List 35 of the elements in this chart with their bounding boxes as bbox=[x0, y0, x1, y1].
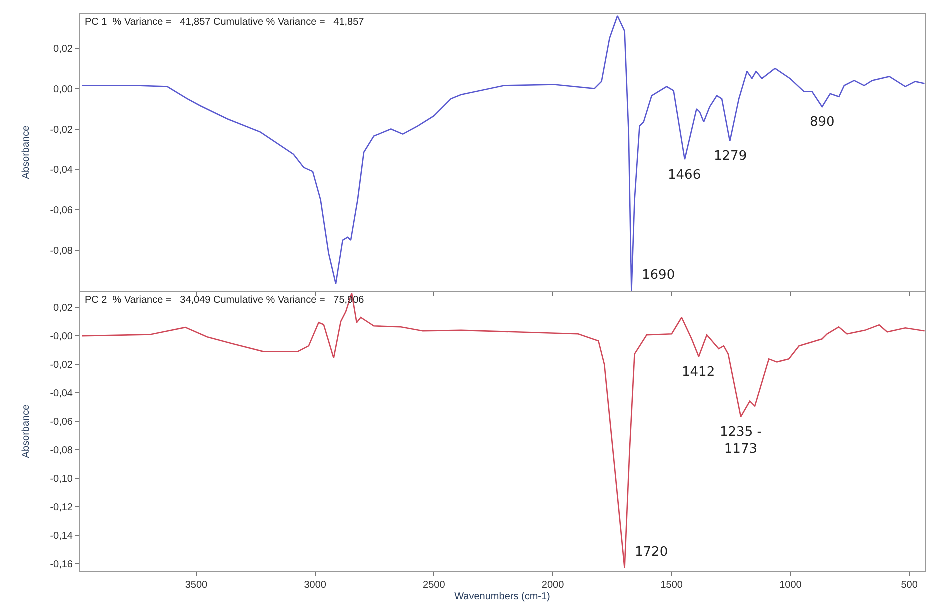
x-tick-label: 1500 bbox=[660, 580, 684, 591]
x-tick-label: 1000 bbox=[780, 580, 802, 591]
y-tick-label: -0,12 bbox=[50, 502, 74, 514]
y-tick-label: -0,04 bbox=[50, 388, 74, 400]
x-tick-label: 2500 bbox=[423, 580, 446, 591]
annotation: 1466 bbox=[668, 168, 702, 183]
line-series bbox=[81, 292, 925, 569]
annotation: 1690 bbox=[642, 268, 676, 283]
y-tick-label: -0,16 bbox=[50, 559, 74, 570]
x-axis-title: Wavenumbers (cm-1) bbox=[454, 592, 550, 602]
y-tick-label: -0,10 bbox=[50, 474, 74, 485]
y-tick-label: 0,00 bbox=[54, 84, 74, 96]
annotation: 1720 bbox=[635, 545, 668, 560]
y-tick-label: -0,02 bbox=[50, 124, 74, 136]
y-tick-label: -0,14 bbox=[50, 530, 74, 542]
y-tick-label: 0,02 bbox=[54, 44, 74, 55]
y-tick-label: -0,06 bbox=[50, 206, 74, 217]
y-tick-label: 0,02 bbox=[54, 303, 74, 314]
y-axis-title: Absorbance bbox=[21, 404, 32, 458]
annotation: 890 bbox=[810, 115, 835, 130]
y-tick-label: -0,08 bbox=[50, 446, 74, 457]
y-tick-label: -0,02 bbox=[50, 360, 74, 372]
annotation: 1279 bbox=[714, 149, 748, 164]
y-axis-title: Absorbance bbox=[21, 125, 32, 180]
y-tick-label: -0,08 bbox=[50, 246, 74, 258]
y-tick-label: -0,00 bbox=[50, 332, 74, 343]
x-tick-label: 2000 bbox=[542, 580, 565, 591]
x-tick-label: 3000 bbox=[304, 580, 327, 591]
x-tick-label: 3500 bbox=[185, 580, 208, 591]
annotation: 1235 - 1173 bbox=[720, 425, 762, 457]
y-tick-label: -0,06 bbox=[50, 417, 74, 428]
annotation: 1412 bbox=[682, 365, 716, 380]
x-tick-label: 500 bbox=[901, 580, 918, 591]
chart-title: PC 1 % Variance = 41,857 Cumulative % Variance = 41,857 bbox=[85, 17, 365, 28]
y-tick-label: -0,04 bbox=[50, 165, 74, 176]
